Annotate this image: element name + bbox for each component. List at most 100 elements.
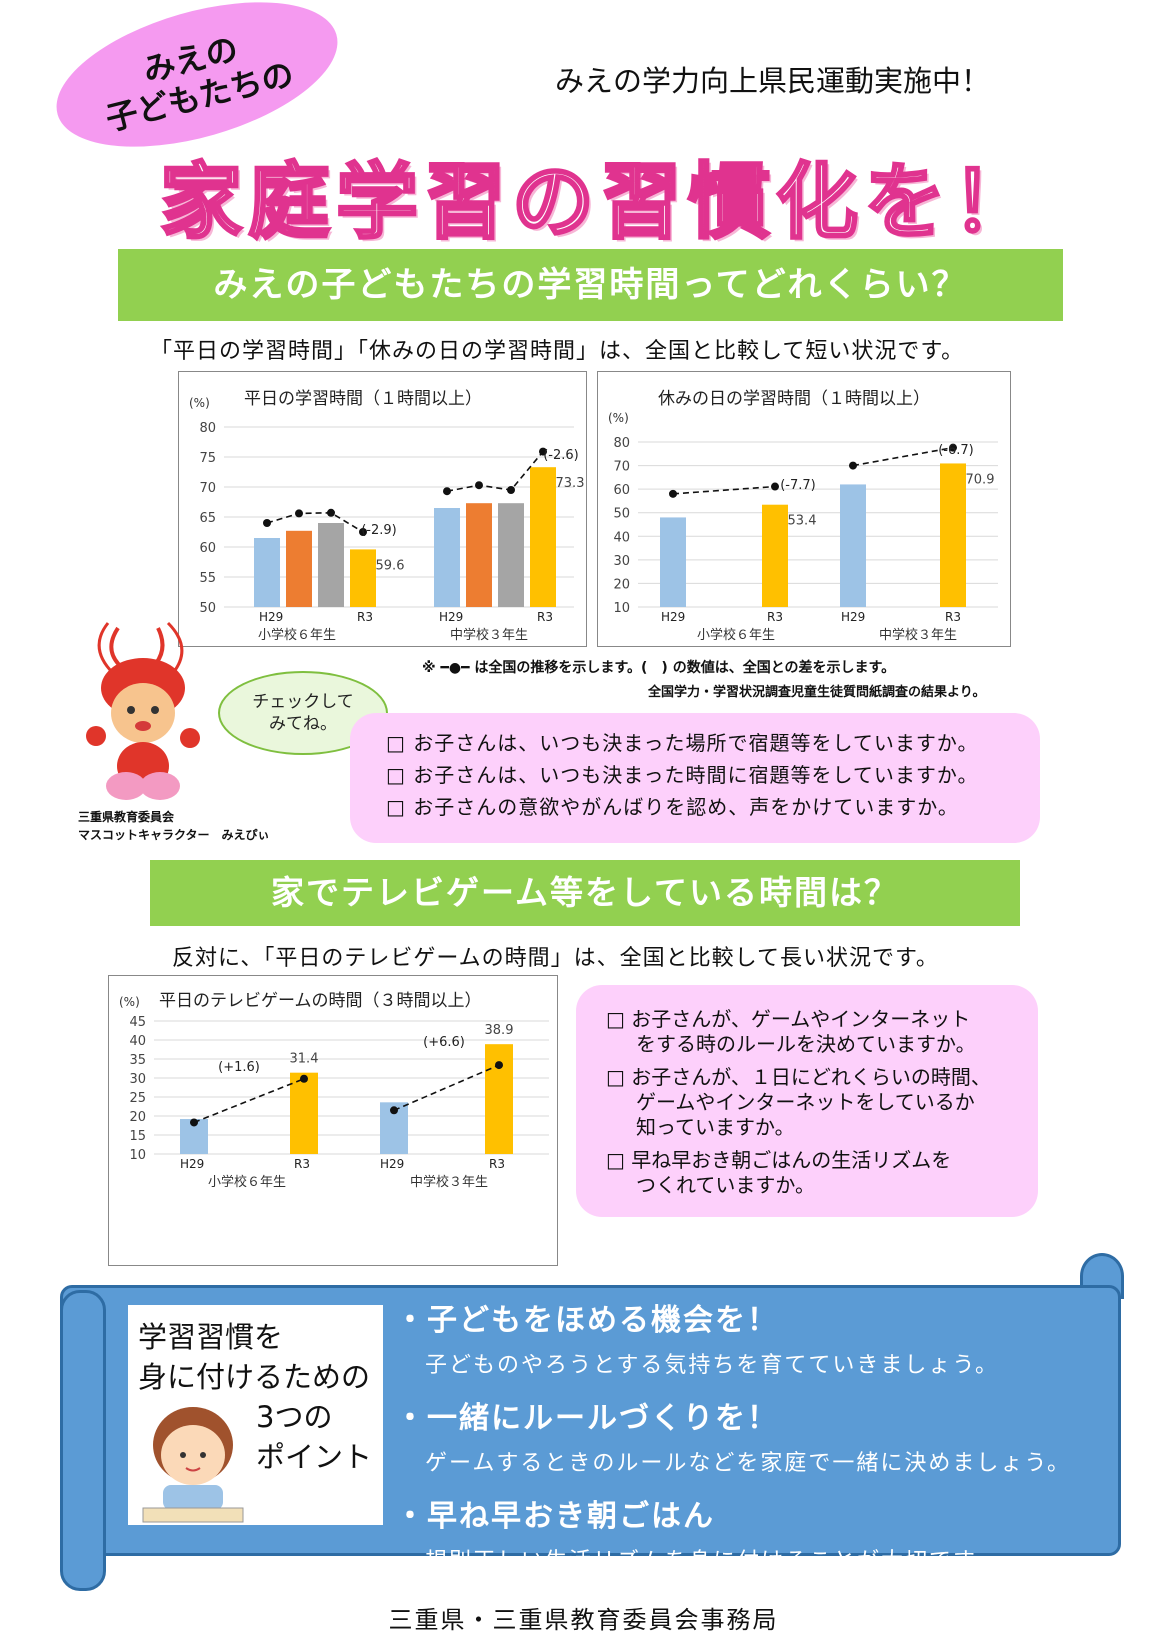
national-point xyxy=(443,487,451,496)
difference-label: (+6.6) xyxy=(423,1035,465,1050)
mascot-miepi xyxy=(78,618,208,803)
y-tick-label: 55 xyxy=(199,571,216,586)
y-tick-label: 10 xyxy=(129,1148,146,1163)
point-3-heading: ・早ね早おき朝ごはん xyxy=(395,1499,715,1534)
campaign-text: みえの学力向上県民運動実施中！ xyxy=(555,64,991,98)
bar-value-label: 31.4 xyxy=(290,1052,319,1067)
national-point xyxy=(300,1074,308,1083)
y-tick-label: 20 xyxy=(613,577,630,592)
bar xyxy=(485,1044,513,1154)
national-point xyxy=(190,1118,198,1127)
y-tick-label: 50 xyxy=(199,601,216,616)
y-tick-label: 70 xyxy=(613,460,630,475)
checklist2-item[interactable]: □ お子さんが、１日にどれくらいの時間、 ゲームやインターネットをしているか 知… xyxy=(606,1065,991,1140)
national-point xyxy=(949,443,957,452)
national-trend-line xyxy=(266,511,364,533)
chart-holiday-study-panel: 休みの日の学習時間（１時間以上） (%) 80 70 60 50 40 30 20 10 53.4 7… xyxy=(597,371,1011,647)
bar xyxy=(318,523,344,607)
bar-value-label: 73.3 xyxy=(556,476,585,491)
x-group-label: 中学校３年生 xyxy=(879,627,957,643)
mascot-illustration xyxy=(86,621,200,800)
bar xyxy=(466,503,492,607)
y-tick-label: 25 xyxy=(129,1091,146,1106)
checklist2-item[interactable]: □ 早ね早おき朝ごはんの生活リズムを つくれていますか。 xyxy=(606,1148,991,1198)
x-tick-label: H29 xyxy=(661,610,685,624)
y-tick-label: 35 xyxy=(129,1053,146,1068)
national-trend-line xyxy=(672,485,776,495)
y-tick-label: 40 xyxy=(129,1034,146,1049)
chart-title: 平日のテレビゲームの時間（３時間以上） xyxy=(159,991,482,1011)
y-tick-label: 65 xyxy=(199,511,216,526)
footer-publisher: 三重県・三重県教育委員会事務局 xyxy=(388,1606,779,1634)
point-1-text: 子どものやろうとする気持ちを育てていきましょう。 xyxy=(425,1353,1000,1378)
scroll-curl-left xyxy=(60,1290,106,1591)
speech-line-1: チェックして xyxy=(252,692,354,712)
difference-label: (-2.9) xyxy=(361,523,397,538)
national-point xyxy=(359,528,367,536)
national-point xyxy=(495,1061,503,1070)
chart-title: 平日の学習時間（１時間以上） xyxy=(244,389,482,409)
difference-label: (+1.6) xyxy=(218,1060,260,1075)
x-tick-label: H29 xyxy=(180,1157,204,1171)
y-axis-unit: (%) xyxy=(189,396,210,410)
y-tick-label: 30 xyxy=(129,1072,146,1087)
bar-value-label: 70.9 xyxy=(966,472,995,487)
national-trend-line xyxy=(446,451,544,492)
studying-child-illustration xyxy=(142,1407,244,1523)
bar xyxy=(254,538,280,607)
bar-value-label: 59.6 xyxy=(376,558,405,573)
x-group-label: 小学校６年生 xyxy=(208,1174,286,1190)
bar xyxy=(498,503,524,607)
x-group-label: 小学校６年生 xyxy=(258,627,336,643)
point-2-heading: ・一緒にルールづくりを！ xyxy=(395,1401,779,1436)
bar xyxy=(286,530,312,607)
bar xyxy=(840,484,866,607)
points-label-line-1: 学習習慣を xyxy=(138,1320,284,1354)
source-note: 全国学力・学習状況調査児童生徒質問紙調査の結果より。 xyxy=(648,685,986,700)
y-tick-label: 30 xyxy=(613,554,630,569)
x-tick-label: R3 xyxy=(489,1157,505,1171)
national-point xyxy=(475,481,483,490)
caption-line-1: 三重県教育委員会 xyxy=(78,810,175,824)
bar-value-label: 38.9 xyxy=(485,1023,514,1038)
chart-title: 休みの日の学習時間（１時間以上） xyxy=(658,389,930,409)
x-tick-label: H29 xyxy=(841,610,865,624)
chart-game-time: 平日のテレビゲームの時間（３時間以上） (%) 45 40 35 30 25 20 15 10 31… xyxy=(119,991,549,1190)
checklist1-item[interactable]: □ お子さんの意欲やがんばりを認め、声をかけていますか。 xyxy=(386,795,959,819)
y-axis-unit: (%) xyxy=(608,411,629,425)
national-point xyxy=(263,519,271,527)
national-point xyxy=(669,489,677,498)
x-group-label: 中学校３年生 xyxy=(410,1174,488,1190)
checklist2-item-line: □ お子さんが、１日にどれくらいの時間、 xyxy=(606,1065,991,1089)
x-group-label: 中学校３年生 xyxy=(450,627,528,643)
national-point xyxy=(771,482,779,491)
bar xyxy=(530,467,556,607)
chart-weekday-study: 平日の学習時間（１時間以上） (%) 80 75 70 65 60 55 50 59.6 73.3 (… xyxy=(189,389,585,643)
checklist2-item-line: ゲームやインターネットをしているか xyxy=(636,1090,975,1114)
national-trend-line xyxy=(852,446,954,467)
mascot-caption: 三重県教育委員会 マスコットキャラクター みえぴぃ xyxy=(78,808,270,844)
national-point xyxy=(849,461,857,470)
y-tick-label: 60 xyxy=(199,541,216,556)
bar xyxy=(290,1072,318,1154)
bar xyxy=(940,463,966,607)
y-axis-unit: (%) xyxy=(119,995,140,1009)
point-2-text: ゲームするときのルールなどを家庭で一緒に決めましょう。 xyxy=(425,1451,1072,1476)
national-point xyxy=(327,508,335,517)
y-tick-label: 10 xyxy=(613,601,630,616)
y-tick-label: 80 xyxy=(199,421,216,436)
point-1-heading: ・子どもをほめる機会を！ xyxy=(395,1303,779,1338)
checklist1-item[interactable]: □ お子さんは、いつも決まった時間に宿題等をしていますか。 xyxy=(386,763,979,787)
checklist2-item[interactable]: □ お子さんが、ゲームやインターネット をする時のルールを決めていますか。 xyxy=(606,1007,991,1057)
x-tick-label: R3 xyxy=(537,610,553,624)
points-label-line-4: ポイント xyxy=(256,1440,373,1474)
difference-label: (-2.6) xyxy=(543,448,579,463)
points-label-line-2: 身に付けるための xyxy=(138,1360,371,1394)
points-label-line-3: 3つの xyxy=(256,1400,333,1434)
difference-label: (-7.7) xyxy=(780,478,816,493)
checklist1-item[interactable]: □ お子さんは、いつも決まった場所で宿題等をしていますか。 xyxy=(386,731,979,755)
checklist2-item-line: □ お子さんが、ゲームやインターネット xyxy=(606,1007,971,1031)
checklist2-item-line: つくれていますか。 xyxy=(636,1173,815,1197)
x-tick-label: R3 xyxy=(294,1157,310,1171)
y-tick-label: 15 xyxy=(129,1129,146,1144)
